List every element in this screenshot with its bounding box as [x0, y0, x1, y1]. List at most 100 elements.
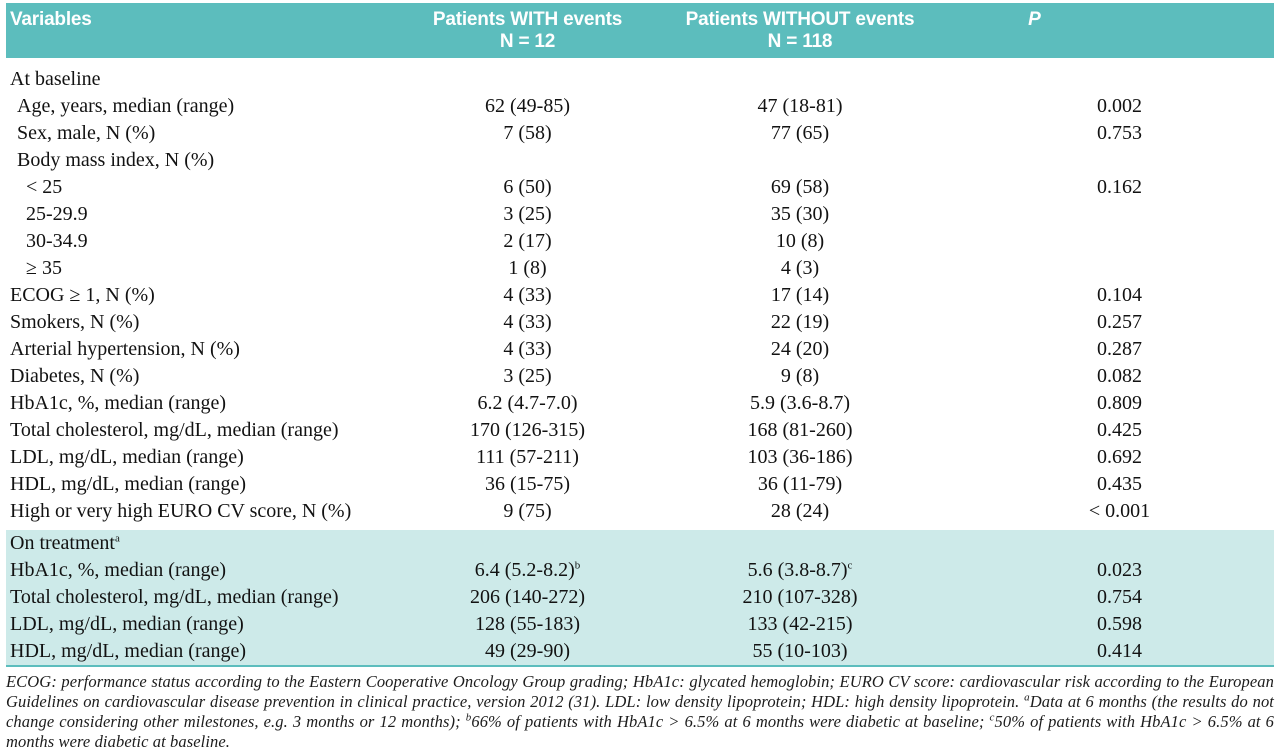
- row-label: Body mass index, N (%): [17, 149, 215, 171]
- row-label: On treatmenta: [10, 532, 120, 554]
- table-row: HbA1c, %, median (range) 6.4 (5.2-8.2)b 5.…: [6, 557, 1274, 584]
- with-events-value: 6.2 (4.7-7.0): [477, 392, 578, 414]
- p-value: 0.002: [1097, 95, 1142, 117]
- table-row: HDL, mg/dL, median (range) 49 (29-90) 55 (…: [6, 638, 1274, 665]
- without-events-value: 36 (11-79): [757, 473, 843, 495]
- without-events-value: 9 (8): [780, 365, 820, 387]
- table-row: < 25 6 (50) 69 (58) 0.162: [6, 174, 1274, 201]
- row-label: Arterial hypertension, N (%): [10, 338, 240, 360]
- with-events-value: 6 (50): [503, 176, 552, 198]
- header-without-events-n: N = 118: [767, 31, 833, 52]
- without-events-value: 10 (8): [775, 230, 825, 252]
- p-value: 0.162: [1097, 176, 1142, 198]
- row-label: Smokers, N (%): [10, 311, 140, 333]
- without-events-value: 47 (18-81): [757, 95, 843, 117]
- without-events-value: 35 (30): [770, 203, 830, 225]
- table-row: Sex, male, N (%) 7 (58) 77 (65) 0.753: [6, 120, 1274, 147]
- with-events-value: 206 (140-272): [470, 586, 585, 608]
- baseline-section: At baseline Age, years, median (range) 62 …: [6, 58, 1274, 530]
- header-without-events-line1: Patients WITHOUT events: [685, 9, 915, 30]
- row-label: LDL, mg/dL, median (range): [10, 446, 244, 468]
- p-value: 0.435: [1097, 473, 1142, 495]
- table-footnote: ECOG: performance status according to th…: [6, 672, 1274, 751]
- p-value: < 0.001: [1088, 500, 1151, 522]
- without-events-value: 4 (3): [780, 257, 820, 279]
- with-events-value: 7 (58): [503, 122, 552, 144]
- row-label: 30-34.9: [26, 230, 88, 252]
- row-label: Age, years, median (range): [17, 95, 235, 117]
- without-events-value: 168 (81-260): [747, 419, 853, 441]
- row-label: HDL, mg/dL, median (range): [10, 473, 247, 495]
- p-value: 0.754: [1097, 586, 1142, 608]
- row-label: HbA1c, %, median (range): [10, 392, 227, 414]
- table-row: HbA1c, %, median (range) 6.2 (4.7-7.0) 5.9…: [6, 390, 1274, 417]
- p-value: 0.598: [1097, 613, 1142, 635]
- p-value: 0.809: [1097, 392, 1142, 414]
- row-label: At baseline: [10, 68, 101, 90]
- p-value: 0.753: [1097, 122, 1142, 144]
- with-events-value: 1 (8): [508, 257, 547, 279]
- row-label: 25-29.9: [26, 203, 88, 225]
- without-events-value: 133 (42-215): [747, 613, 853, 635]
- without-events-value: 55 (10-103): [752, 640, 848, 662]
- on-treatment-section: On treatmenta HbA1c, %, median (range) 6.4…: [6, 530, 1274, 667]
- table-row: At baseline: [6, 66, 1274, 93]
- p-value: 0.692: [1097, 446, 1142, 468]
- without-events-value: 17 (14): [770, 284, 830, 306]
- table-row: LDL, mg/dL, median (range) 128 (55-183) 13…: [6, 611, 1274, 638]
- with-events-value: 2 (17): [503, 230, 552, 252]
- without-events-value: 77 (65): [770, 122, 830, 144]
- header-p-value: P: [1028, 9, 1041, 30]
- without-events-value: 22 (19): [770, 311, 830, 333]
- without-events-value: 210 (107-328): [742, 586, 858, 608]
- row-label: ECOG ≥ 1, N (%): [10, 284, 155, 306]
- row-label: Diabetes, N (%): [10, 365, 140, 387]
- p-value: 0.414: [1097, 640, 1142, 662]
- row-label: LDL, mg/dL, median (range): [10, 613, 244, 635]
- table-row: High or very high EURO CV score, N (%) 9 …: [6, 498, 1274, 525]
- row-label: < 25: [26, 176, 63, 198]
- with-events-value: 3 (25): [503, 365, 552, 387]
- p-value: 0.082: [1097, 365, 1142, 387]
- table-row: Smokers, N (%) 4 (33) 22 (19) 0.257: [6, 309, 1274, 336]
- with-events-value: 6.4 (5.2-8.2)b: [474, 559, 581, 581]
- table-row: Total cholesterol, mg/dL, median (range)…: [6, 417, 1274, 444]
- header-without-events: Patients WITHOUT events N = 118: [635, 3, 965, 58]
- with-events-value: 9 (75): [503, 500, 552, 522]
- with-events-value: 111 (57-211): [476, 446, 579, 468]
- header-with-events: Patients WITH events N = 12: [420, 3, 635, 58]
- table-row: 25-29.9 3 (25) 35 (30): [6, 201, 1274, 228]
- without-events-value: 28 (24): [770, 500, 830, 522]
- row-label: Total cholesterol, mg/dL, median (range): [10, 419, 339, 441]
- with-events-value: 128 (55-183): [475, 613, 580, 635]
- table-row: Diabetes, N (%) 3 (25) 9 (8) 0.082: [6, 363, 1274, 390]
- row-label: HDL, mg/dL, median (range): [10, 640, 247, 662]
- with-events-value: 36 (15-75): [485, 473, 570, 495]
- p-value: 0.257: [1097, 311, 1142, 333]
- row-label: Sex, male, N (%): [17, 122, 156, 144]
- p-value: 0.287: [1097, 338, 1142, 360]
- table-row: ECOG ≥ 1, N (%) 4 (33) 17 (14) 0.104: [6, 282, 1274, 309]
- p-value: 0.023: [1097, 559, 1142, 581]
- table-row: ≥ 35 1 (8) 4 (3): [6, 255, 1274, 282]
- without-events-value: 5.9 (3.6-8.7): [750, 392, 850, 414]
- table-row: HDL, mg/dL, median (range) 36 (15-75) 36 (…: [6, 471, 1274, 498]
- with-events-value: 49 (29-90): [485, 640, 570, 662]
- table-row: Total cholesterol, mg/dL, median (range)…: [6, 584, 1274, 611]
- p-value: 0.104: [1097, 284, 1142, 306]
- table-row: Body mass index, N (%): [6, 147, 1274, 174]
- table-row: Arterial hypertension, N (%) 4 (33) 24 (20…: [6, 336, 1274, 363]
- without-events-value: 24 (20): [770, 338, 830, 360]
- table-row: LDL, mg/dL, median (range) 111 (57-211) 10…: [6, 444, 1274, 471]
- without-events-value: 69 (58): [770, 176, 830, 198]
- without-events-value: 103 (36-186): [747, 446, 853, 468]
- with-events-value: 170 (126-315): [470, 419, 585, 441]
- header-variables: Variables: [10, 9, 92, 30]
- with-events-value: 4 (33): [503, 284, 552, 306]
- row-label: Total cholesterol, mg/dL, median (range): [10, 586, 339, 608]
- with-events-value: 4 (33): [503, 338, 552, 360]
- with-events-value: 4 (33): [503, 311, 552, 333]
- row-label: ≥ 35: [26, 257, 62, 279]
- table-row: 30-34.9 2 (17) 10 (8): [6, 228, 1274, 255]
